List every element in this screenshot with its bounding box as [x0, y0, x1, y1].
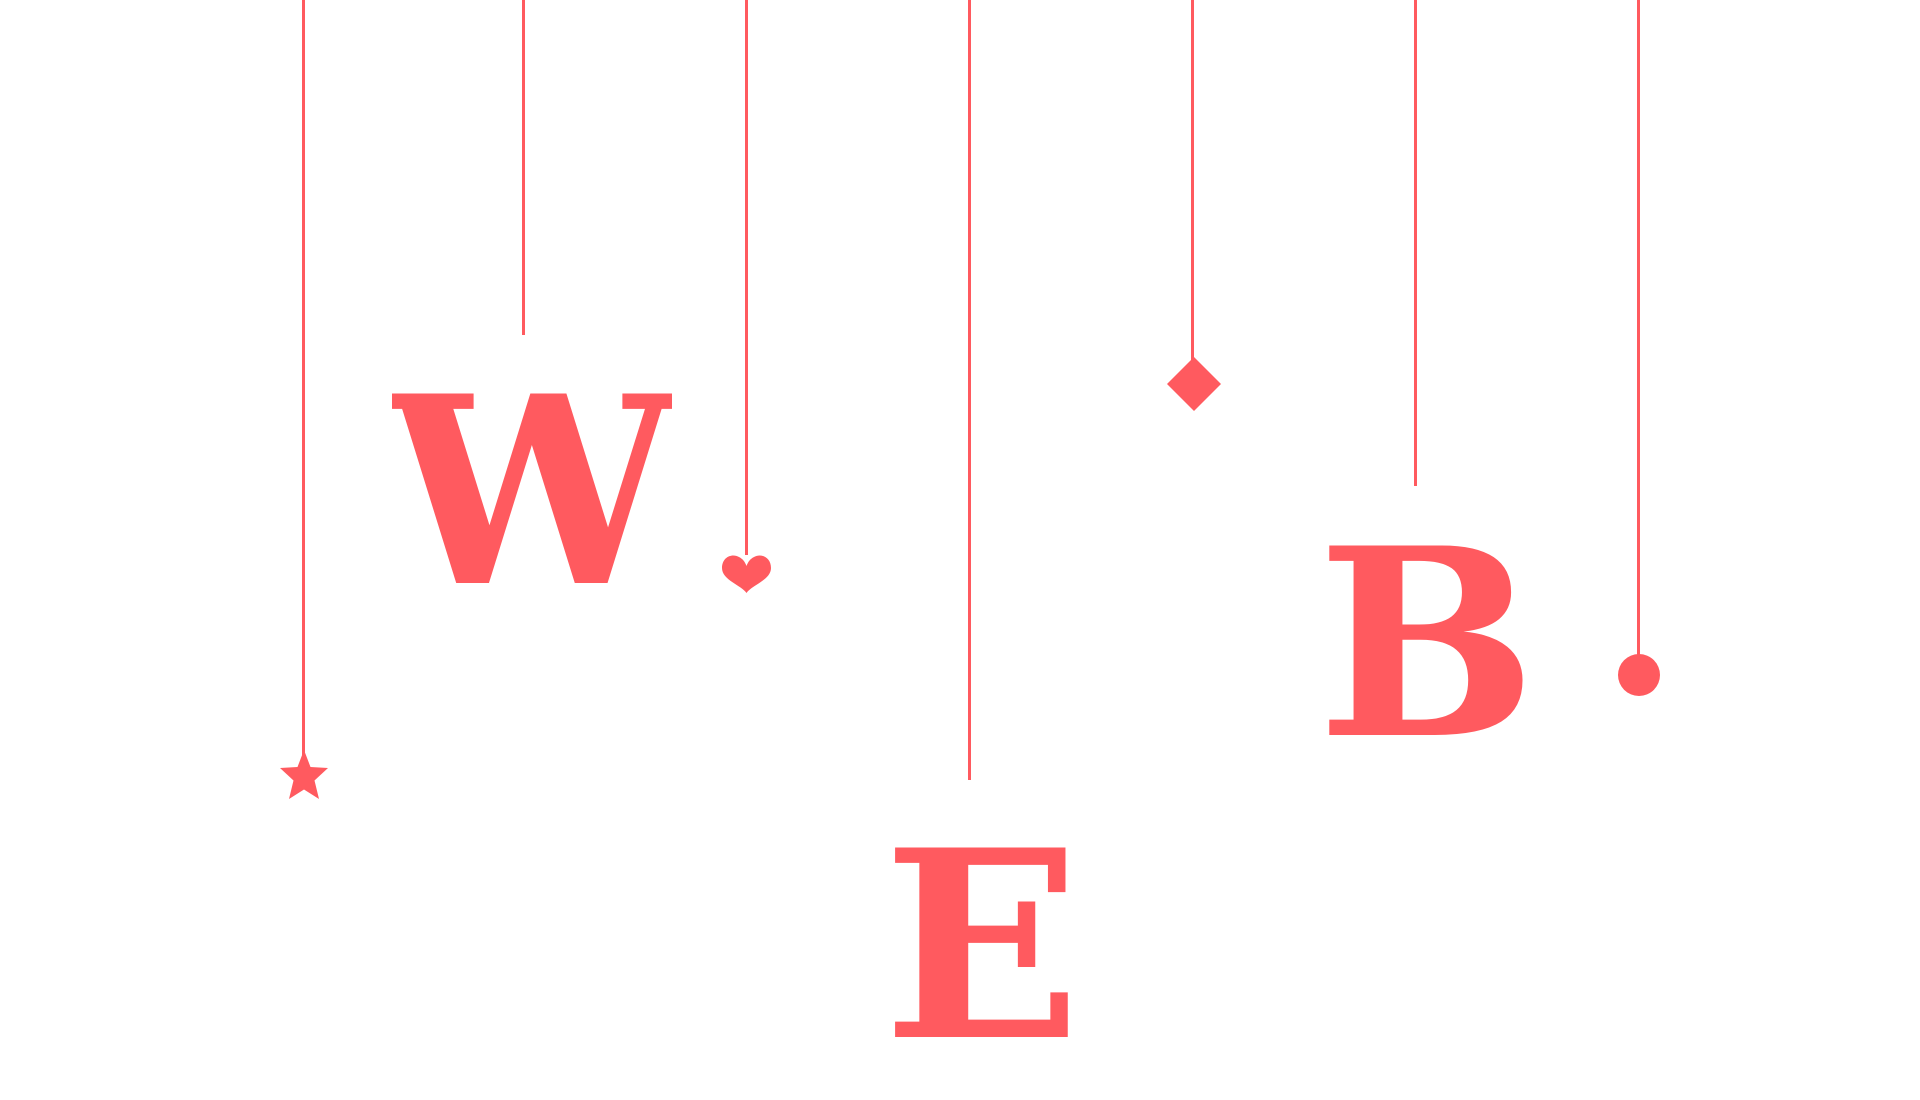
letter-b-text: B — [1317, 522, 1537, 752]
string-e — [968, 0, 971, 780]
string-diamond — [1191, 0, 1194, 362]
string-b — [1414, 0, 1417, 486]
string-heart — [745, 0, 748, 555]
string-star — [302, 0, 305, 760]
heart-icon — [722, 555, 771, 593]
star-icon — [280, 750, 328, 799]
letter-e-text: E — [883, 824, 1081, 1054]
letter-b: B — [1317, 522, 1537, 752]
diamond-icon — [1167, 357, 1221, 411]
letter-w-text: W — [392, 370, 672, 600]
letter-w: W — [392, 370, 672, 600]
letter-e: E — [883, 824, 1081, 1054]
string-w — [522, 0, 525, 335]
string-circle — [1637, 0, 1640, 656]
circle-icon — [1618, 654, 1660, 696]
